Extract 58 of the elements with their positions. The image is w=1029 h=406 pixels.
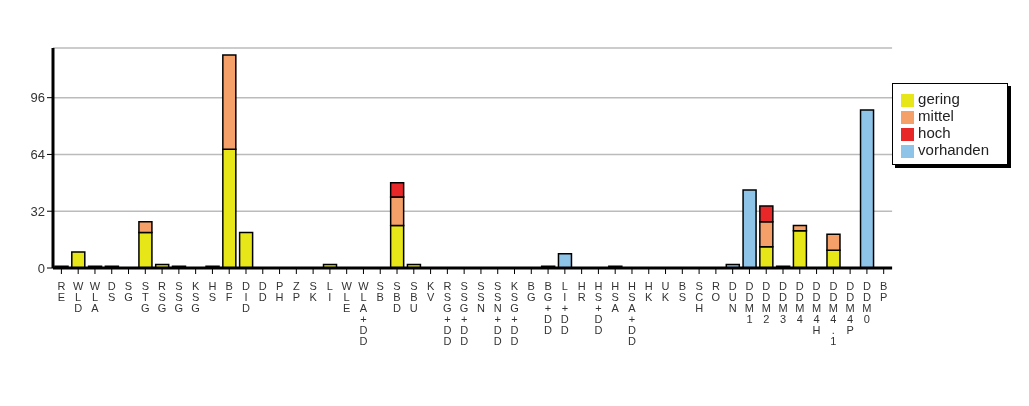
x-tick-label: SBU bbox=[409, 280, 418, 314]
x-tick-label: ZP bbox=[292, 280, 301, 303]
x-tick-label: SG bbox=[124, 280, 133, 303]
legend-label: mittel bbox=[918, 107, 954, 124]
x-tick-label: KV bbox=[426, 280, 435, 303]
x-tick-label: BS bbox=[678, 280, 686, 303]
x-tick-label: LI bbox=[326, 280, 333, 303]
y-tick-label: 0 bbox=[37, 260, 45, 276]
x-tick-label: SK bbox=[309, 280, 318, 303]
x-tick-label: DDM3 bbox=[778, 280, 788, 325]
x-tick-label: PH bbox=[275, 280, 284, 303]
x-tick-label: BG bbox=[527, 280, 536, 303]
x-tick-label: KSG+DD bbox=[510, 280, 519, 347]
x-tick-label: WLE bbox=[341, 280, 353, 314]
x-tick-label: DDM4.1 bbox=[828, 280, 838, 347]
x-tick-label: HS+DD bbox=[594, 280, 603, 336]
x-tick-label: DUN bbox=[728, 280, 737, 314]
x-tick-label: RSG bbox=[157, 280, 167, 314]
x-tick-label: DDM2 bbox=[761, 280, 771, 325]
x-tick-label: SBD bbox=[393, 280, 402, 314]
x-tick-label: S SG bbox=[174, 280, 184, 314]
x-tick-label: SSN bbox=[476, 280, 485, 314]
x-tick-label: DD bbox=[258, 280, 267, 303]
x-tick-label: DDM1 bbox=[744, 280, 755, 325]
x-tick-label: DDM4 bbox=[795, 280, 805, 325]
x-tick-label: D S bbox=[107, 280, 116, 303]
x-tick-label: DDM0 bbox=[862, 280, 872, 325]
x-tick-label: SCH bbox=[695, 280, 704, 314]
x-tick-label: DID bbox=[242, 280, 251, 314]
x-tick-label: SB bbox=[376, 280, 384, 303]
x-tick-label: BP bbox=[880, 280, 888, 303]
x-tick-label: RSG+DD bbox=[443, 280, 452, 347]
legend-label: hoch bbox=[918, 124, 951, 141]
x-tick-label: KSG bbox=[191, 280, 200, 314]
x-tick-label: UK bbox=[661, 280, 670, 303]
x-tick-label: HSA+DD bbox=[628, 280, 637, 347]
x-tick-label: BF bbox=[225, 280, 233, 303]
x-tick-label: WLD bbox=[72, 280, 84, 314]
x-tick-label: WLA+DD bbox=[358, 280, 370, 347]
x-tick-label: STG bbox=[141, 280, 150, 314]
legend-label: gering bbox=[918, 90, 960, 107]
x-tick-label: RO bbox=[711, 280, 721, 303]
x-tick-label: SSN+DD bbox=[493, 280, 502, 347]
x-tick-label: HSA bbox=[611, 280, 620, 314]
x-tick-label: BG+DD bbox=[543, 280, 553, 336]
y-tick-label: 64 bbox=[30, 147, 45, 163]
x-tick-label: LI+DD bbox=[560, 280, 569, 336]
legend-label: vorhanden bbox=[918, 141, 989, 158]
x-tick-label: DDM4H bbox=[811, 280, 822, 336]
x-tick-label: HK bbox=[644, 280, 654, 303]
y-tick-label: 96 bbox=[30, 90, 45, 106]
x-tick-label: DDM4P bbox=[845, 280, 855, 336]
x-tick-label: HS bbox=[208, 280, 217, 303]
x-tick-label: WLA bbox=[89, 280, 101, 314]
x-tick-label: HR bbox=[577, 280, 586, 303]
x-tick-label: RE bbox=[57, 280, 66, 303]
x-tick-label: SSG+DD bbox=[459, 280, 469, 347]
y-tick-label: 32 bbox=[30, 203, 45, 219]
